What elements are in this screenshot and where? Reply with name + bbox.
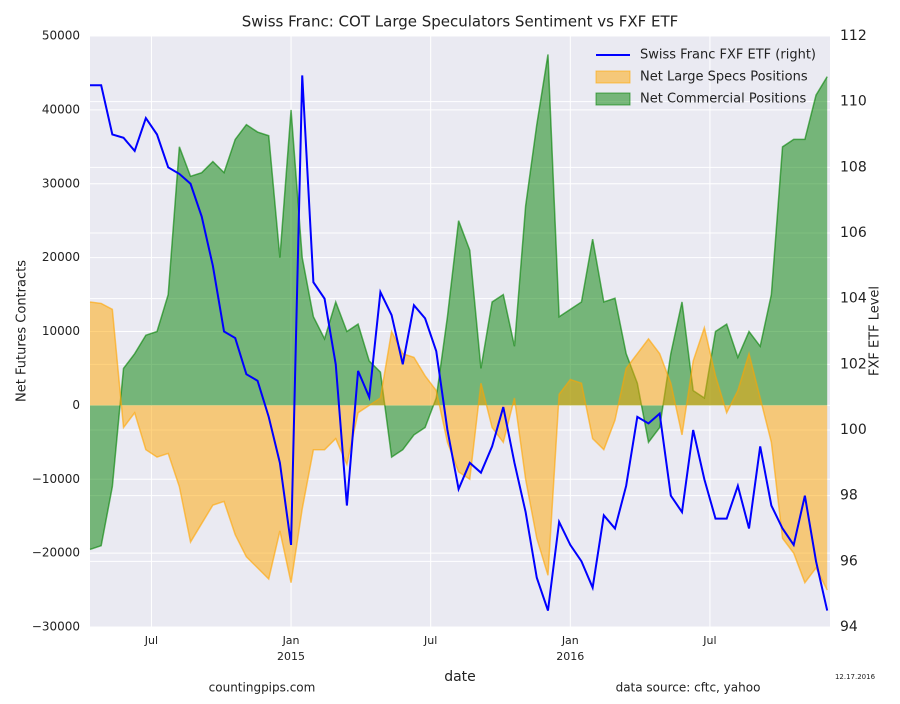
y2-tick-label: 102 bbox=[840, 356, 867, 372]
y-tick-label: −30000 bbox=[32, 620, 80, 634]
x-tick-label: Jan 2015 bbox=[277, 634, 305, 663]
y-tick-label: 40000 bbox=[42, 102, 80, 116]
legend: Swiss Franc FXF ETF (right) Net Large Spe… bbox=[595, 48, 816, 107]
legend-label: Net Large Specs Positions bbox=[640, 70, 808, 85]
x-tick-label-line: Jul bbox=[423, 634, 437, 647]
x-tick-label-line: Jan bbox=[282, 634, 300, 647]
legend-label: Swiss Franc FXF ETF (right) bbox=[640, 48, 816, 63]
y-axis-label: Net Futures Contracts bbox=[15, 260, 30, 402]
x-tick-label-line: 2015 bbox=[277, 650, 305, 663]
x-tick-label: Jul bbox=[144, 634, 158, 647]
y2-tick-label: 110 bbox=[840, 94, 867, 110]
area-edge bbox=[89, 301, 828, 591]
x-tick-label-line: Jan bbox=[561, 634, 579, 647]
y2-tick-label: 106 bbox=[840, 225, 867, 241]
area-fill bbox=[90, 54, 828, 550]
y2-tick-label: 104 bbox=[840, 291, 867, 307]
y2-tick-label: 98 bbox=[840, 488, 858, 504]
legend-swatch bbox=[595, 92, 631, 106]
legend-swatch bbox=[595, 70, 631, 84]
y-tick-label: 30000 bbox=[42, 176, 80, 190]
axes: −30000 −20000 −10000 0 10000 20000 30000 40000 5… bbox=[32, 28, 867, 663]
y2-axis-label: FXF ETF Level bbox=[868, 286, 883, 376]
y2-tick-label: 94 bbox=[840, 619, 858, 635]
y-tick-label: 0 bbox=[72, 398, 80, 412]
legend-label: Net Commercial Positions bbox=[640, 92, 806, 107]
line bbox=[90, 75, 829, 611]
area-fill bbox=[90, 301, 828, 591]
x-tick-label: Jul bbox=[423, 634, 437, 647]
date-stamp: 12.17.2016 bbox=[835, 673, 876, 681]
data-source: data source: cftc, yahoo bbox=[616, 681, 761, 695]
x-tick-label: Jul bbox=[702, 634, 716, 647]
source-site: countingpips.com bbox=[209, 681, 316, 695]
y2-tick-label: 96 bbox=[840, 553, 858, 569]
y-tick-label: 50000 bbox=[42, 29, 80, 43]
y2-tick-label: 112 bbox=[840, 28, 867, 44]
x-tick-label: Jan 2016 bbox=[556, 634, 584, 663]
x-tick-label-line: Jul bbox=[144, 634, 158, 647]
y-tick-label: 10000 bbox=[42, 324, 80, 338]
chart-title: Swiss Franc: COT Large Speculators Senti… bbox=[242, 13, 679, 31]
y-tick-label: −20000 bbox=[32, 546, 80, 560]
marks bbox=[89, 54, 829, 611]
x-axis-label: date bbox=[444, 669, 476, 685]
x-tick-label-line: 2016 bbox=[556, 650, 584, 663]
y-tick-label: −10000 bbox=[32, 472, 80, 486]
x-tick-label-line: Jul bbox=[702, 634, 716, 647]
y2-tick-label: 108 bbox=[840, 159, 867, 175]
y2-tick-label: 100 bbox=[840, 422, 867, 438]
y-tick-label: 20000 bbox=[42, 250, 80, 264]
